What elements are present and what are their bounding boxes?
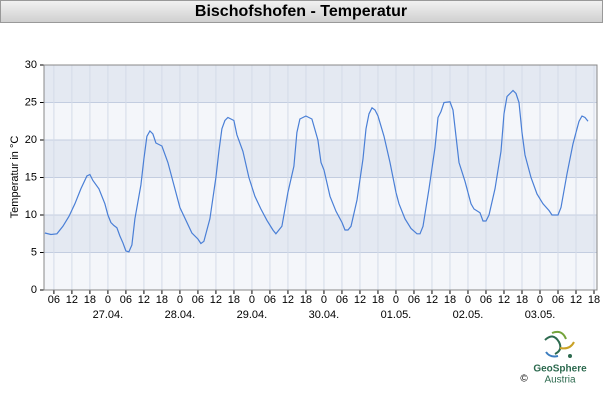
y-tick-label: 10 bbox=[25, 209, 37, 221]
x-tick-label: 18 bbox=[228, 294, 240, 306]
x-tick-label: 0 bbox=[321, 294, 327, 306]
y-tick-label: 20 bbox=[25, 134, 37, 146]
x-tick-label: 0 bbox=[249, 294, 255, 306]
y-tick-label: 5 bbox=[31, 246, 37, 258]
logo-icon bbox=[544, 330, 575, 358]
x-tick-label: 12 bbox=[210, 294, 222, 306]
x-tick-label: 06 bbox=[480, 294, 492, 306]
x-tick-label: 06 bbox=[120, 294, 132, 306]
x-tick-label: 0 bbox=[105, 294, 111, 306]
x-tick-label: 18 bbox=[516, 294, 528, 306]
x-tick-label: 0 bbox=[393, 294, 399, 306]
grid-band bbox=[44, 215, 597, 253]
x-tick-label: 12 bbox=[426, 294, 438, 306]
x-tick-label: 12 bbox=[282, 294, 294, 306]
y-tick-label: 15 bbox=[25, 171, 37, 183]
logo-name: GeoSphere bbox=[533, 364, 587, 375]
x-tick-label: 0 bbox=[465, 294, 471, 306]
date-label: 03.05. bbox=[525, 309, 556, 321]
y-tick-label: 30 bbox=[25, 59, 37, 71]
y-axis-label: Temperatur in °C bbox=[9, 136, 21, 219]
temperature-line bbox=[44, 89, 589, 253]
logo-sub: Austria bbox=[544, 375, 576, 386]
x-tick-label: 18 bbox=[156, 294, 168, 306]
y-tick-label: 0 bbox=[31, 284, 37, 296]
x-tick-label: 06 bbox=[48, 294, 60, 306]
x-tick-label: 18 bbox=[84, 294, 96, 306]
date-label: 30.04. bbox=[309, 309, 340, 321]
x-tick-label: 12 bbox=[138, 294, 150, 306]
x-tick-label: 06 bbox=[552, 294, 564, 306]
x-tick-label: 12 bbox=[354, 294, 366, 306]
date-label: 29.04. bbox=[237, 309, 268, 321]
chart-title: Bischofshofen - Temperatur bbox=[195, 3, 407, 20]
date-label: 01.05. bbox=[381, 309, 412, 321]
date-label: 02.05. bbox=[453, 309, 484, 321]
x-tick-label: 12 bbox=[66, 294, 78, 306]
x-tick-label: 0 bbox=[177, 294, 183, 306]
copyright: © bbox=[520, 374, 528, 385]
x-tick-label: 18 bbox=[444, 294, 456, 306]
grid-band bbox=[44, 65, 597, 103]
x-tick-label: 0 bbox=[537, 294, 543, 306]
x-tick-label: 06 bbox=[408, 294, 420, 306]
x-tick-label: 12 bbox=[498, 294, 510, 306]
x-tick-label: 12 bbox=[570, 294, 582, 306]
x-tick-label: 18 bbox=[372, 294, 384, 306]
date-label: 28.04. bbox=[165, 309, 196, 321]
y-tick-label: 25 bbox=[25, 96, 37, 108]
x-tick-label: 18 bbox=[588, 294, 600, 306]
x-tick-label: 06 bbox=[192, 294, 204, 306]
x-tick-label: 06 bbox=[264, 294, 276, 306]
x-tick-label: 18 bbox=[300, 294, 312, 306]
plot-frame bbox=[43, 64, 598, 291]
date-label: 27.04. bbox=[93, 309, 124, 321]
x-tick-label: 06 bbox=[336, 294, 348, 306]
